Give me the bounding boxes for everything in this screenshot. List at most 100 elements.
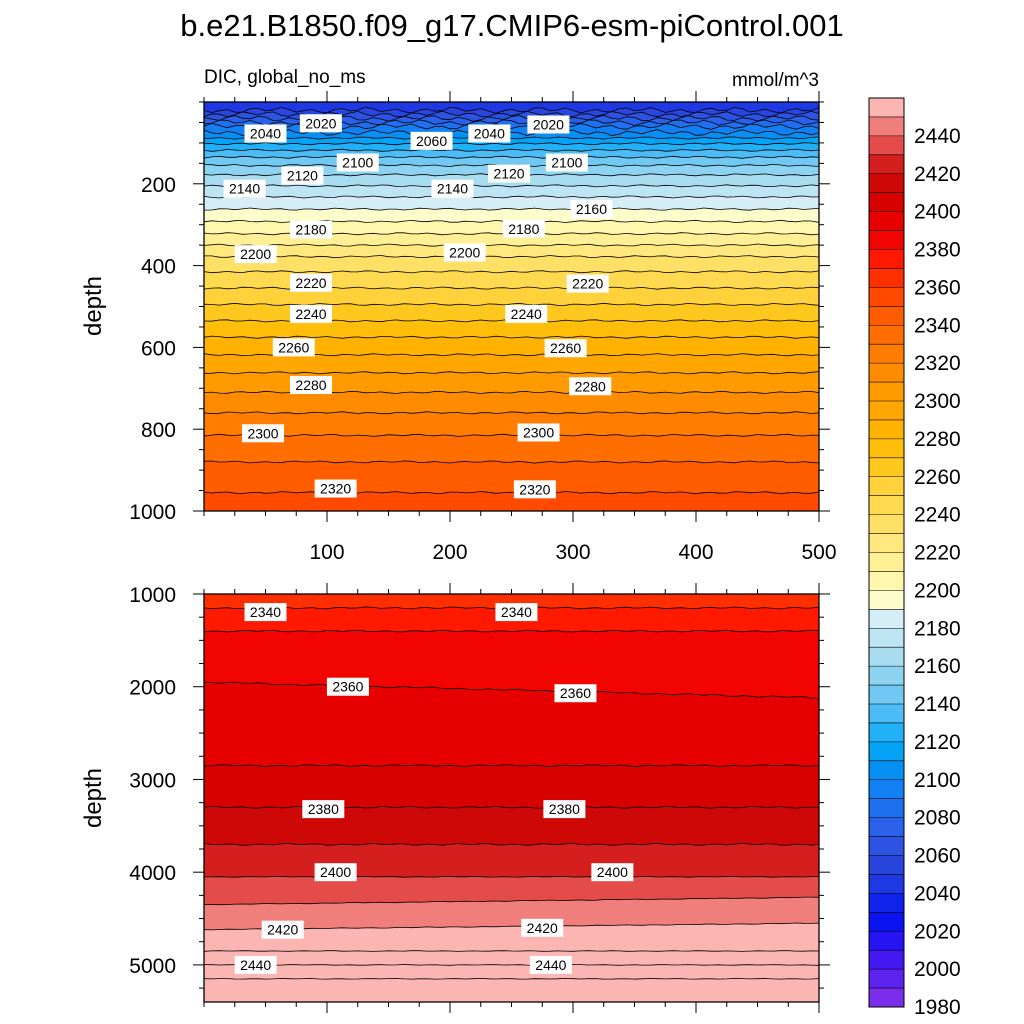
- contour-label-text: 2440: [240, 957, 271, 973]
- contour-label-text: 2140: [437, 181, 468, 197]
- colorbar-swatch: [869, 628, 904, 648]
- contour-line: [204, 195, 819, 199]
- contour-label-text: 2180: [295, 222, 326, 238]
- contour-label-text: 2340: [250, 604, 281, 620]
- contour-label-background: [545, 153, 588, 172]
- contour-label: 2280: [290, 376, 333, 395]
- colorbar-label: 2240: [914, 504, 961, 527]
- contour-label: 2280: [569, 377, 612, 396]
- contour-label-text: 2240: [511, 306, 542, 322]
- colorbar-swatch: [869, 533, 904, 553]
- lower-axes: 1000 2000 3000 4000 5000: [129, 583, 830, 1013]
- colorbar-label: 2220: [914, 542, 961, 565]
- contour-label: 2140: [431, 179, 474, 198]
- contour-label-background: [566, 274, 609, 293]
- contour-label-background: [302, 800, 345, 819]
- contour-label: 2300: [517, 423, 560, 442]
- contour-label: 2220: [290, 273, 333, 292]
- contour-label-text: 2300: [247, 425, 278, 441]
- colorbar-label: 2140: [914, 693, 961, 716]
- contour-label-text: 2180: [508, 221, 539, 237]
- colorbar-label: 2280: [914, 428, 961, 451]
- contour-band: [204, 491, 819, 511]
- contour-label: 2420: [261, 920, 304, 939]
- colorbar-swatch: [869, 211, 904, 231]
- contour-line: [204, 142, 819, 146]
- contour-band: [204, 806, 819, 846]
- contour-band: [204, 107, 819, 117]
- contour-label-text: 2320: [519, 481, 550, 497]
- colorbar-swatch: [869, 874, 904, 894]
- contour-band: [204, 371, 819, 394]
- colorbar-swatch: [869, 836, 904, 856]
- contour-label-text: 2220: [572, 276, 603, 292]
- colorbar-swatch: [869, 779, 904, 800]
- contour-band: [204, 232, 819, 247]
- contour-label: 2340: [495, 603, 538, 622]
- contour-label: 2380: [302, 800, 345, 819]
- contour-band: [204, 843, 819, 878]
- contour-label-background: [234, 245, 277, 264]
- contour-label-background: [431, 179, 474, 198]
- contour-label: 2440: [234, 955, 277, 974]
- contour-label-text: 2120: [287, 168, 318, 184]
- contour-band: [204, 876, 819, 905]
- contour-line: [204, 460, 819, 464]
- contour-label-text: 2420: [267, 922, 298, 938]
- contour-label-background: [521, 918, 564, 937]
- contour-label: 2340: [244, 603, 287, 622]
- contour-label: 2420: [521, 918, 564, 937]
- colorbar-swatch: [869, 135, 904, 156]
- contour-label: 2380: [543, 800, 586, 819]
- contour-label-text: 2360: [332, 679, 363, 695]
- colorbar-swatch: [869, 571, 904, 591]
- contour-label-text: 2100: [342, 155, 373, 171]
- contour-label-background: [281, 166, 324, 185]
- contour-label: 2140: [223, 179, 266, 198]
- colorbar-frame: [868, 97, 905, 1008]
- contour-label-background: [569, 377, 612, 396]
- contour-label-background: [290, 304, 333, 323]
- contour-label: 2120: [281, 166, 324, 185]
- contour-label-background: [223, 179, 266, 198]
- colorbar-label: 2000: [914, 958, 961, 981]
- contour-label: 2180: [502, 219, 545, 238]
- colorbar-label: 2040: [914, 882, 961, 905]
- colorbar-label: 2180: [914, 617, 961, 640]
- contour-line: [204, 129, 819, 137]
- contour-label-background: [570, 200, 613, 219]
- contour-line: [204, 136, 819, 140]
- y-tick-label: 3000: [129, 769, 176, 792]
- x-tick-label: 200: [432, 541, 467, 564]
- variable-label: DIC, global_no_ms: [204, 67, 366, 88]
- contour-label-text: 2440: [535, 957, 566, 973]
- contour-label: 2440: [529, 955, 572, 974]
- colorbar-label: 2340: [914, 314, 961, 337]
- contour-label: 2020: [527, 115, 570, 134]
- contour-band: [204, 923, 819, 952]
- contour-label-text: 2280: [295, 377, 326, 393]
- colorbar-swatch: [869, 495, 904, 516]
- contour-label-background: [299, 114, 342, 133]
- colorbar-swatch: [869, 893, 904, 913]
- contour-line: [204, 106, 819, 114]
- colorbar-swatch: [869, 704, 904, 724]
- upper-contour-labels: 2020 2040 2060 2040 2020 2100 2120 2140 2140 2120…: [223, 114, 613, 499]
- contour-label: 2100: [336, 153, 379, 172]
- contour-label: 2260: [272, 338, 315, 357]
- contour-label-text: 2360: [560, 685, 591, 701]
- contour-band: [204, 119, 819, 130]
- y-tick-label: 5000: [129, 955, 176, 978]
- contour-band: [204, 270, 819, 290]
- colorbar-label: 2200: [914, 579, 961, 602]
- contour-label-background: [513, 480, 556, 499]
- contour-line: [204, 922, 819, 931]
- contour-band: [204, 897, 819, 930]
- colorbar-swatch: [869, 609, 904, 629]
- contour-band: [204, 391, 819, 414]
- contour-label-text: 2040: [250, 125, 281, 141]
- lower-contour-labels: 2340 2340 2360 2360 2380 2380 2400 2400 2420 2420…: [234, 603, 634, 974]
- contour-label-background: [261, 920, 304, 939]
- contour-label: 2040: [468, 124, 511, 143]
- colorbar-swatch: [869, 98, 904, 118]
